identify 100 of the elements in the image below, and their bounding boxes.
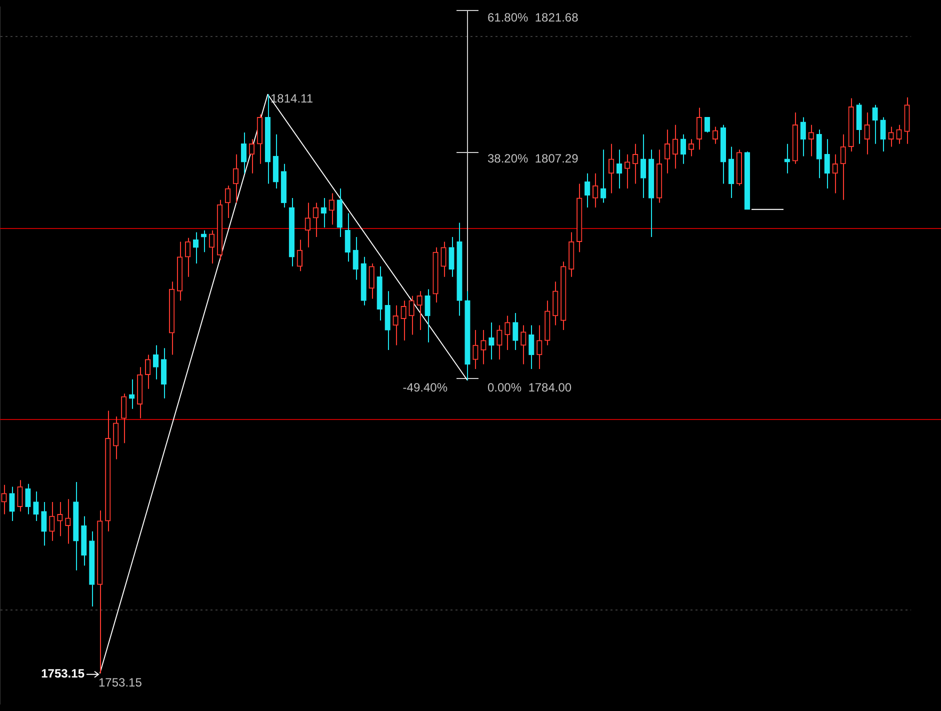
candlestick — [824, 138, 830, 190]
candlestick — [288, 198, 295, 267]
candlestick — [312, 202, 318, 238]
candlestick — [568, 232, 574, 278]
candlestick — [864, 112, 870, 155]
candlestick — [816, 129, 822, 179]
candlestick — [832, 154, 838, 194]
candlestick — [792, 112, 798, 164]
candlestick — [600, 149, 606, 204]
candlestick — [232, 154, 239, 204]
candlestick — [800, 116, 806, 157]
candlestick — [848, 98, 854, 152]
candlestick — [336, 188, 342, 238]
candlestick — [664, 129, 670, 174]
candlestick — [344, 212, 350, 262]
candlestick — [208, 230, 215, 264]
candlestick — [880, 116, 886, 152]
candlestick — [480, 330, 486, 365]
candlestick — [456, 222, 462, 316]
candlestick — [440, 241, 446, 278]
candlestick — [592, 172, 598, 208]
candlestick — [296, 239, 302, 272]
candlestick — [808, 124, 814, 157]
candlestick — [17, 480, 23, 512]
candlestick — [408, 295, 414, 336]
candlestick — [704, 116, 710, 133]
candlestick — [272, 134, 279, 190]
candlestick — [720, 124, 726, 184]
candlestick — [728, 146, 734, 199]
candlestick — [1, 484, 7, 515]
candlestick — [400, 300, 406, 341]
annotation: 1753.15 — [41, 666, 85, 681]
candlestick — [584, 172, 590, 208]
candlestick — [145, 354, 151, 390]
candlestick — [512, 312, 518, 350]
candlestick — [392, 304, 398, 346]
candlestick — [464, 290, 470, 381]
annotation: 0.00% 1784.00 — [488, 380, 572, 394]
candlestick — [264, 94, 271, 184]
candlestick — [65, 498, 71, 544]
candlestick — [496, 324, 502, 360]
candlestick — [376, 266, 382, 322]
candlestick — [121, 393, 127, 444]
candlestick — [129, 378, 135, 410]
candlestick — [153, 344, 159, 380]
candlestick — [424, 288, 430, 343]
candlestick — [304, 202, 310, 248]
candlestick — [488, 322, 494, 360]
candlestick — [105, 410, 111, 532]
candlestick — [320, 198, 326, 228]
candlestick — [688, 138, 694, 157]
candlestick — [672, 124, 678, 170]
candlestick — [472, 330, 478, 370]
candlestick — [160, 348, 167, 399]
candlestick — [840, 134, 846, 200]
candlestick — [544, 300, 550, 346]
candlestick — [896, 124, 902, 144]
candlestick — [640, 134, 646, 199]
candlestick — [280, 163, 287, 208]
candlestick — [608, 143, 614, 194]
candlestick — [360, 256, 366, 306]
candlestick — [9, 486, 15, 522]
candlestick — [712, 126, 718, 144]
candlestick — [448, 236, 454, 278]
candlestick — [256, 114, 263, 164]
candlestick — [176, 241, 183, 302]
annotation: 1814.11 — [270, 92, 314, 106]
annotation: -49.40% — [402, 380, 448, 394]
candlestick — [25, 483, 31, 515]
candlestick — [648, 149, 654, 238]
candlestick — [224, 185, 231, 218]
candlestick — [680, 134, 686, 164]
candlestick — [696, 107, 702, 150]
candlestick — [240, 132, 247, 174]
candlestick — [552, 281, 558, 326]
candlestick — [888, 126, 894, 148]
candlestick — [57, 501, 63, 537]
annotation: 61.80% 1821.68 — [488, 10, 579, 24]
candlestick — [784, 143, 790, 174]
candlestick — [856, 102, 862, 144]
annotation: 1753.15 — [98, 676, 142, 690]
annotation: 38.20% 1807.29 — [488, 151, 579, 166]
candlestick — [33, 491, 39, 522]
candlestick — [216, 199, 223, 260]
candlestick — [73, 482, 79, 571]
candlestick — [168, 281, 175, 356]
candlestick — [528, 324, 534, 370]
candlestick — [624, 154, 630, 190]
candlestick — [904, 96, 910, 144]
candlestick — [576, 183, 582, 253]
candlestick — [97, 510, 103, 674]
candlestick — [736, 149, 742, 186]
candlestick — [328, 192, 334, 226]
candlestick — [536, 324, 542, 370]
candlestick — [200, 230, 207, 253]
candlestick — [616, 149, 622, 190]
candlestick — [113, 416, 119, 460]
candlestick — [184, 237, 191, 278]
candlestick — [504, 315, 510, 350]
candlestick — [81, 516, 87, 566]
